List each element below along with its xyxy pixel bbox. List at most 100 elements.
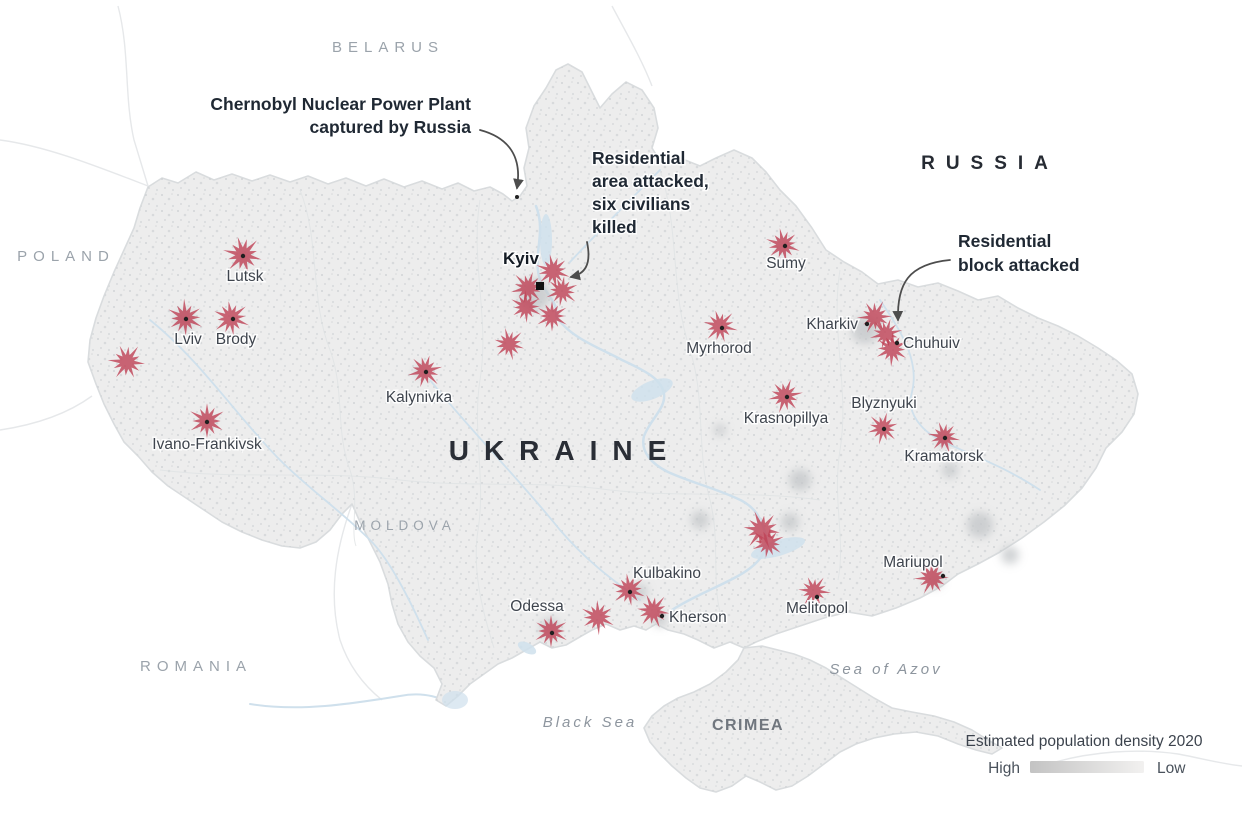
region-label-belarus: BELARUS (332, 39, 444, 56)
attack-site-kherson: Kherson (637, 594, 728, 628)
city-dot (782, 243, 788, 249)
city-label-brody: Brody (216, 331, 257, 348)
attack-starburst-icon (798, 577, 831, 606)
attack-starburst-icon (537, 301, 567, 332)
annotations: Chernobyl Nuclear Power Plant captured by… (209, 93, 1081, 322)
city-dot (659, 613, 665, 619)
city-dot (549, 630, 555, 636)
city-dot (940, 573, 946, 579)
annotation-text: Residential block attacked (958, 231, 1080, 275)
region-label-romania: ROMANIA (140, 658, 252, 675)
city-dot (864, 321, 870, 327)
city-label-blyznyuki: Blyznyuki (851, 395, 916, 412)
attack-starburst-icon (536, 254, 570, 289)
attack-site-unnamed-7 (494, 328, 524, 361)
attack-starburst-icon (876, 331, 909, 367)
region-label-russia: RUSSIA (921, 153, 1059, 174)
attack-site-ivano-frankivsk: Ivano-Frankivsk (151, 403, 263, 455)
legend-low-label: Low (1157, 760, 1186, 777)
capital-square-icon (536, 282, 544, 290)
city-dot (784, 394, 790, 400)
city-label-kramatorsk: Kramatorsk (904, 448, 983, 465)
city-label-kharkiv: Kharkiv (806, 316, 858, 333)
attack-site-unnamed-16 (582, 600, 614, 636)
attack-site-myrhorod: Myrhorod (685, 310, 753, 359)
city-label-lutsk: Lutsk (226, 268, 263, 285)
attack-site-kharkiv: Kharkiv (805, 301, 892, 335)
attack-starburst-icon (582, 600, 614, 636)
neighbor-borders (0, 5, 1242, 767)
oblast-borders (159, 169, 844, 649)
annotation-chernobyl: Chernobyl Nuclear Power Plant captured by… (209, 93, 524, 199)
attack-markers: Lutsk Lviv Brody Ivano-Frankivsk Kalynivka Ky… (107, 228, 985, 648)
attack-site-mariupol: Mariupol (882, 553, 949, 594)
attack-site-blyznyuki: Blyznyuki (850, 394, 918, 445)
region-label-sea-of-azov: Sea of Azov (829, 661, 942, 678)
attack-site-kalynivka: Kalynivka (384, 355, 454, 408)
city-dot (814, 594, 820, 600)
annotation-arrow-icon (892, 259, 951, 322)
annotation-kyiv-residential: Residential area attacked, six civilians ki… (569, 147, 710, 281)
attack-starburst-icon (743, 511, 780, 549)
city-dot (183, 316, 189, 322)
region-label-black-sea: Black Sea (543, 714, 638, 731)
attack-site-melitopol: Melitopol (784, 577, 850, 619)
attack-site-kulbakino: Kulbakino (612, 564, 703, 606)
region-label-crimea: CRIMEA (712, 717, 784, 734)
city-label-mariupol: Mariupol (883, 554, 942, 571)
city-dot (894, 340, 900, 346)
city-label-lviv: Lviv (174, 331, 202, 348)
annotation-arrow-icon (569, 241, 590, 281)
city-dot (627, 589, 633, 595)
attack-starburst-icon (856, 301, 892, 333)
region-label-poland: POLAND (17, 248, 115, 265)
legend: Estimated population density 2020 High L… (966, 733, 1203, 777)
city-dot (881, 426, 887, 432)
attack-site-unnamed-3 (107, 345, 145, 378)
city-dot (240, 253, 246, 259)
annotation-text: Chernobyl Nuclear Power Plant captured by… (210, 94, 471, 137)
region-label-moldova: MOLDOVA (354, 518, 456, 533)
city-dot (230, 316, 236, 322)
attack-site-brody: Brody (214, 301, 258, 350)
attack-starburst-icon (637, 594, 670, 628)
city-dot (942, 435, 948, 441)
city-label-sumy: Sumy (766, 255, 806, 272)
attack-site-unnamed-21 (743, 511, 784, 558)
city-label-chuhuiv: Chuhuiv (903, 335, 960, 352)
attack-starburst-icon (752, 527, 784, 558)
annotation-chuhuiv-residential: Residential block attacked (892, 230, 1081, 322)
attack-site-chuhuiv: Chuhuiv (870, 319, 962, 367)
attack-site-lutsk: Lutsk (223, 237, 265, 287)
attack-site-sumy: Sumy (765, 228, 808, 274)
annotation-target-dot (515, 195, 519, 199)
city-label-kyiv: Kyiv (503, 249, 539, 268)
legend-title: Estimated population density 2020 (966, 733, 1203, 750)
city-label-melitopol: Melitopol (786, 600, 848, 617)
city-dot (719, 325, 725, 331)
city-label-odessa: Odessa (510, 598, 564, 615)
region-label-ukraine: UKRAINE (449, 435, 682, 466)
attack-site-odessa: Odessa (509, 597, 567, 648)
annotation-arrow-icon (479, 129, 524, 190)
attack-site-kramatorsk: Kramatorsk (903, 422, 985, 467)
attack-starburst-icon (510, 272, 546, 304)
attack-starburst-icon (703, 310, 738, 342)
attack-starburst-icon (511, 289, 541, 323)
city-label-krasnopillya: Krasnopillya (744, 410, 829, 427)
attack-site-krasnopillya: Krasnopillya (742, 379, 830, 429)
city-dot (423, 369, 429, 375)
city-label-kulbakino: Kulbakino (633, 565, 701, 582)
legend-high-label: High (988, 760, 1020, 777)
annotation-text: Residential area attacked, six civilians ki… (592, 148, 709, 237)
legend-gradient-bar (1030, 761, 1144, 773)
city-label-kherson: Kherson (669, 609, 727, 626)
attack-starburst-icon (913, 562, 949, 594)
attack-starburst-icon (870, 319, 903, 349)
region-labels: BELARUS POLAND RUSSIA MOLDOVA ROMANIA UKRAINE… (17, 39, 1059, 734)
attack-site-lviv: Lviv (168, 298, 204, 350)
city-label-kalynivka: Kalynivka (386, 389, 453, 406)
attack-starburst-icon (107, 345, 145, 378)
